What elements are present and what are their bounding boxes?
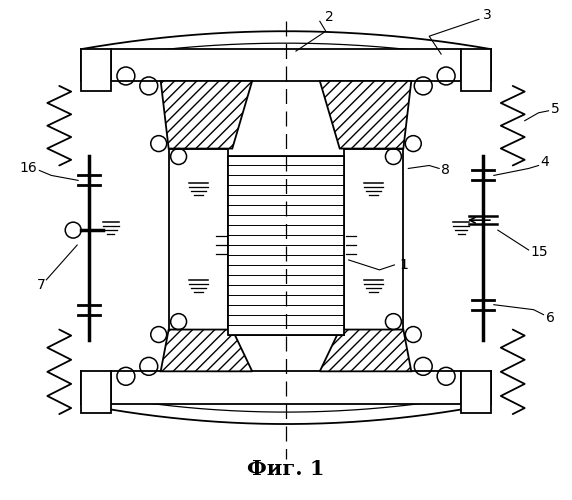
Text: Фиг. 1: Фиг. 1 bbox=[247, 459, 325, 479]
Text: 5: 5 bbox=[550, 102, 559, 116]
Text: 1: 1 bbox=[399, 258, 408, 272]
Bar bbox=[344, 148, 403, 330]
Bar bbox=[111, 49, 461, 81]
Polygon shape bbox=[320, 81, 411, 148]
Bar bbox=[461, 372, 491, 413]
Text: 7: 7 bbox=[37, 278, 45, 292]
Text: 6: 6 bbox=[546, 310, 554, 324]
Bar bbox=[81, 49, 111, 91]
Text: 4: 4 bbox=[541, 156, 549, 170]
Text: 15: 15 bbox=[531, 245, 548, 259]
Text: 16: 16 bbox=[19, 162, 37, 175]
Text: 3: 3 bbox=[483, 8, 492, 22]
Bar bbox=[81, 372, 111, 413]
Polygon shape bbox=[161, 81, 252, 148]
Text: 2: 2 bbox=[325, 10, 333, 24]
Bar bbox=[461, 49, 491, 91]
Bar bbox=[111, 372, 461, 404]
Bar bbox=[169, 148, 228, 330]
Polygon shape bbox=[161, 330, 252, 372]
Polygon shape bbox=[320, 330, 411, 372]
Bar bbox=[228, 156, 344, 334]
Text: 8: 8 bbox=[441, 164, 450, 177]
